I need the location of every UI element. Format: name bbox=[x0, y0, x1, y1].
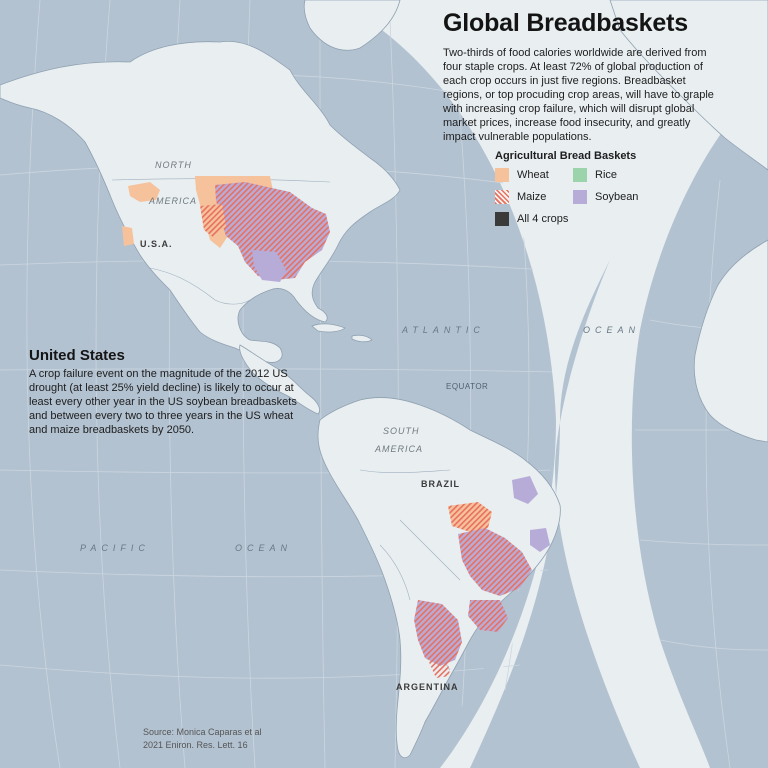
callout-title: United States bbox=[29, 347, 125, 364]
label-pacific: PACIFIC bbox=[80, 543, 150, 553]
label-america-north: AMERICA bbox=[149, 196, 198, 206]
source-line-2: 2021 Eniron. Res. Lett. 16 bbox=[143, 740, 248, 750]
central-america bbox=[239, 344, 320, 415]
legend-label-soybean: Soybean bbox=[595, 191, 639, 203]
label-atlantic: ATLANTIC bbox=[402, 325, 485, 335]
south-america bbox=[317, 397, 561, 759]
label-north: NORTH bbox=[155, 160, 192, 170]
rice-swatch bbox=[573, 168, 587, 182]
label-america-south: AMERICA bbox=[375, 444, 424, 454]
caribbean bbox=[311, 323, 373, 343]
source-note: Source: Monica Caparas et al 2021 Eniron… bbox=[143, 726, 343, 752]
soybean-swatch bbox=[573, 190, 587, 204]
argentina-maize-south bbox=[428, 660, 450, 678]
label-ocean-atlantic: OCEAN bbox=[583, 325, 641, 335]
south-america-breadbasket bbox=[414, 476, 550, 678]
maize-swatch bbox=[495, 190, 509, 204]
label-equator: EQUATOR bbox=[446, 382, 489, 391]
legend-label-all: All 4 crops bbox=[517, 213, 569, 225]
intro-text: Two-thirds of food calories worldwide ar… bbox=[443, 47, 714, 143]
brazil-maize-south bbox=[468, 600, 508, 632]
usa-maize-soy-corn-belt bbox=[215, 182, 330, 280]
brazil-soy-center bbox=[458, 528, 532, 596]
label-usa: U.S.A. bbox=[140, 239, 173, 249]
brazil-soy-north bbox=[512, 476, 538, 504]
all-crops-swatch bbox=[495, 212, 509, 226]
legend: Agricultural Bread Baskets Wheat Rice Ma… bbox=[495, 150, 665, 226]
callout-body: A crop failure event on the magnitude of… bbox=[29, 368, 297, 436]
legend-item-soybean: Soybean bbox=[573, 190, 663, 204]
wheat-swatch bbox=[495, 168, 509, 182]
brazil-soy-east bbox=[530, 528, 550, 552]
legend-item-all: All 4 crops bbox=[495, 212, 573, 226]
label-south: SOUTH bbox=[383, 426, 420, 436]
label-argentina: ARGENTINA bbox=[396, 682, 459, 692]
label-ocean-pacific: OCEAN bbox=[235, 543, 293, 553]
usa-maize-plains bbox=[200, 204, 226, 238]
legend-grid: Wheat Rice Maize Soybean All 4 crops bbox=[495, 168, 665, 226]
label-brazil: BRAZIL bbox=[421, 479, 460, 489]
usa-wheat-west bbox=[122, 226, 134, 246]
legend-item-maize: Maize bbox=[495, 190, 573, 204]
legend-item-wheat: Wheat bbox=[495, 168, 573, 182]
legend-label-wheat: Wheat bbox=[517, 169, 549, 181]
east-ocean-lobe bbox=[631, 80, 768, 768]
legend-label-maize: Maize bbox=[517, 191, 547, 203]
africa-west-edge bbox=[693, 239, 768, 443]
argentina-soy-maize bbox=[414, 600, 462, 666]
greenland bbox=[303, 0, 401, 51]
usa-soy-delta bbox=[252, 250, 286, 282]
usa-wheat-north bbox=[128, 182, 160, 202]
legend-item-rice: Rice bbox=[573, 168, 663, 182]
legend-label-rice: Rice bbox=[595, 169, 618, 181]
brazil-wheat bbox=[448, 502, 492, 532]
page-title: Global Breadbaskets bbox=[443, 9, 688, 37]
source-line-1: Source: Monica Caparas et al bbox=[143, 727, 262, 737]
legend-title: Agricultural Bread Baskets bbox=[495, 150, 637, 162]
usa-breadbasket bbox=[122, 176, 330, 282]
europe-edge bbox=[609, 0, 768, 171]
